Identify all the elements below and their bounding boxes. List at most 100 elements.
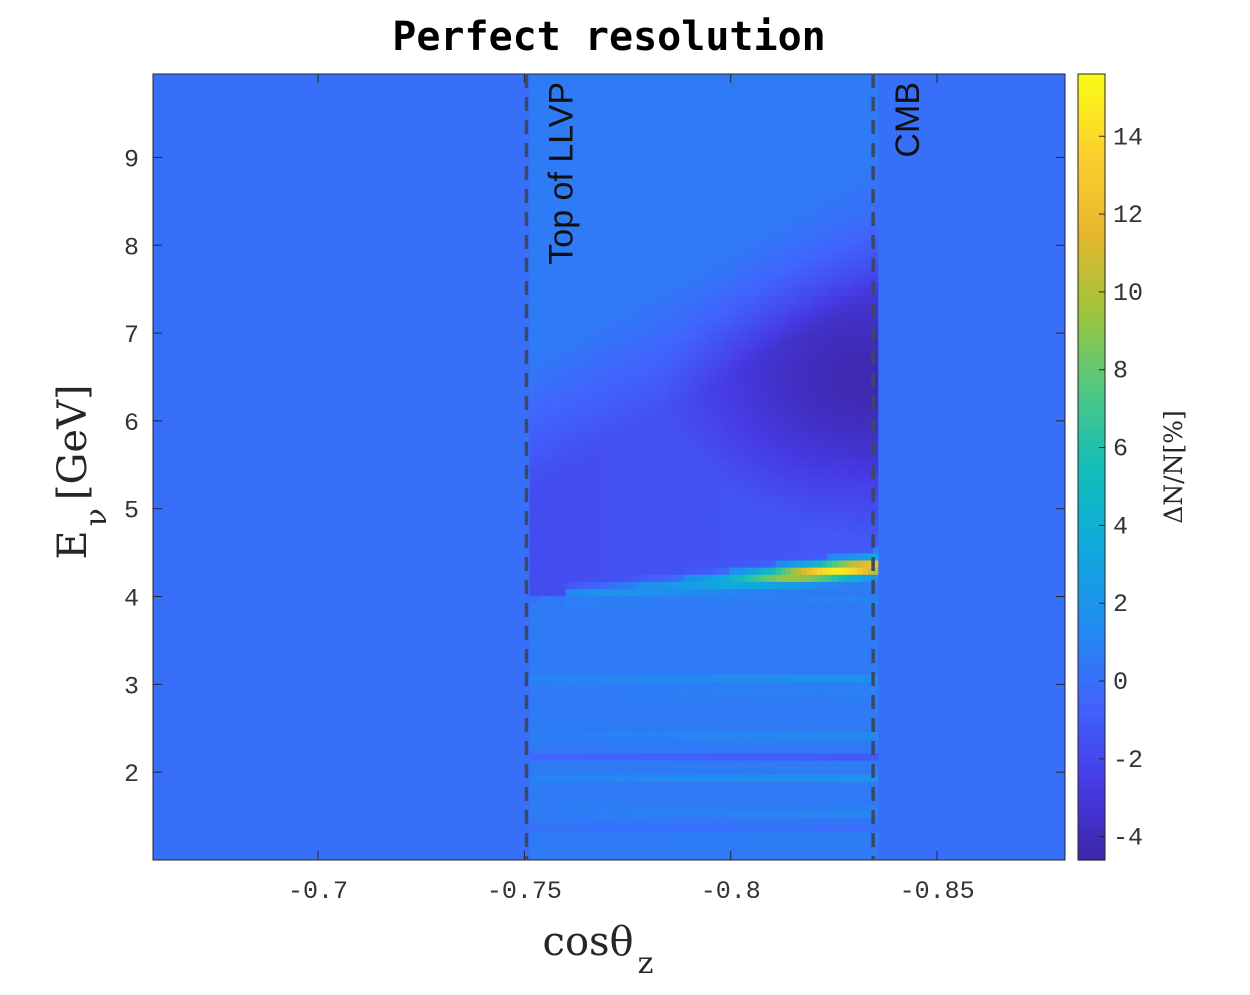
heatmap-cell — [729, 509, 736, 518]
heatmap-cell — [739, 266, 746, 275]
heatmap-cell — [580, 159, 587, 168]
heatmap-cell — [580, 524, 587, 532]
heatmap-cell — [544, 181, 551, 189]
heatmap-cell — [601, 445, 608, 454]
heatmap-cell — [560, 574, 567, 582]
heatmap-cell — [693, 88, 700, 97]
heatmap-cell — [570, 302, 577, 311]
heatmap-cell — [585, 767, 592, 775]
heatmap-cell — [647, 567, 654, 575]
heatmap-cell — [585, 259, 592, 268]
heatmap-cell — [729, 517, 736, 525]
heatmap-cell — [729, 781, 736, 790]
heatmap-cell — [739, 245, 746, 254]
heatmap-cell — [570, 274, 577, 282]
heatmap-cell — [565, 631, 572, 640]
heatmap-cell — [719, 795, 726, 804]
heatmap-cell — [734, 145, 741, 154]
heatmap-cell — [621, 331, 628, 339]
heatmap-cell — [724, 416, 731, 425]
heatmap-cell — [652, 695, 659, 704]
heatmap-cell — [570, 174, 577, 182]
heatmap-cell — [744, 216, 751, 225]
heatmap-cell — [524, 252, 531, 261]
heatmap-cell — [606, 238, 613, 247]
heatmap-cell — [575, 831, 582, 840]
heatmap-cell — [550, 352, 556, 361]
heatmap-cell — [534, 431, 541, 440]
heatmap-cell — [688, 617, 695, 625]
heatmap-cell — [668, 116, 674, 125]
heatmap-cell — [570, 438, 577, 447]
heatmap-cell — [596, 224, 602, 232]
heatmap-cell — [570, 102, 577, 111]
heatmap-cell — [611, 809, 618, 818]
heatmap-cell — [734, 331, 741, 339]
heatmap-cell — [657, 259, 664, 268]
heatmap-cell — [596, 309, 602, 318]
heatmap-cell — [616, 195, 623, 204]
heatmap-cell — [550, 595, 556, 604]
heatmap-cell — [632, 145, 638, 154]
heatmap-cell — [539, 338, 546, 347]
heatmap-cell — [626, 124, 633, 132]
heatmap-cell — [662, 781, 669, 790]
heatmap-cell — [560, 416, 567, 425]
heatmap-cell — [616, 231, 623, 239]
heatmap-cell — [647, 259, 654, 268]
heatmap-cell — [534, 181, 541, 189]
heatmap-cell — [673, 817, 679, 825]
heatmap-cell — [580, 645, 587, 654]
heatmap-cell — [550, 202, 556, 211]
heatmap-cell — [560, 488, 567, 497]
heatmap-cell — [529, 409, 536, 418]
heatmap-cell — [632, 259, 638, 268]
heatmap-cell — [755, 817, 761, 825]
heatmap-cell — [734, 216, 741, 225]
heatmap-cell — [585, 545, 592, 554]
heatmap-cell — [585, 567, 592, 575]
heatmap-cell — [550, 216, 556, 225]
heatmap-cell — [632, 631, 638, 640]
heatmap-cell — [555, 495, 561, 504]
heatmap-cell — [626, 359, 633, 368]
heatmap-cell — [565, 366, 572, 375]
heatmap-cell — [555, 109, 561, 118]
heatmap-cell — [591, 138, 597, 147]
heatmap-cell — [534, 409, 541, 418]
heatmap-cell — [657, 452, 664, 461]
heatmap-cell — [606, 688, 613, 697]
heatmap-cell — [734, 674, 741, 682]
heatmap-cell — [585, 352, 592, 361]
heatmap-cell — [709, 659, 715, 668]
heatmap-cell — [744, 624, 751, 632]
heatmap-cell — [678, 345, 684, 354]
heatmap-cell — [529, 659, 536, 668]
heatmap-cell — [657, 145, 664, 154]
heatmap-cell — [668, 366, 674, 375]
heatmap-cell — [611, 388, 618, 397]
heatmap-cell — [647, 88, 654, 97]
heatmap-cell — [555, 617, 561, 625]
heatmap-cell — [719, 238, 726, 247]
heatmap-cell — [724, 852, 731, 860]
heatmap-cell — [534, 852, 541, 860]
heatmap-cell — [668, 145, 674, 154]
heatmap-cell — [714, 667, 720, 675]
heatmap-cell — [565, 595, 572, 604]
heatmap-cell — [565, 852, 572, 860]
heatmap-cell — [524, 295, 531, 304]
heatmap-cell — [744, 295, 751, 304]
heatmap-cell — [606, 288, 613, 297]
heatmap-cell — [611, 174, 618, 182]
heatmap-cell — [560, 431, 567, 440]
heatmap-cell — [657, 338, 664, 347]
heatmap-cell — [621, 459, 628, 468]
heatmap-cell — [565, 695, 572, 704]
heatmap-cell — [744, 445, 751, 454]
heatmap-cell — [714, 624, 720, 632]
heatmap-cell — [550, 609, 556, 618]
heatmap-cell — [647, 531, 654, 540]
heatmap-cell — [544, 695, 551, 704]
heatmap-cell — [591, 731, 597, 740]
